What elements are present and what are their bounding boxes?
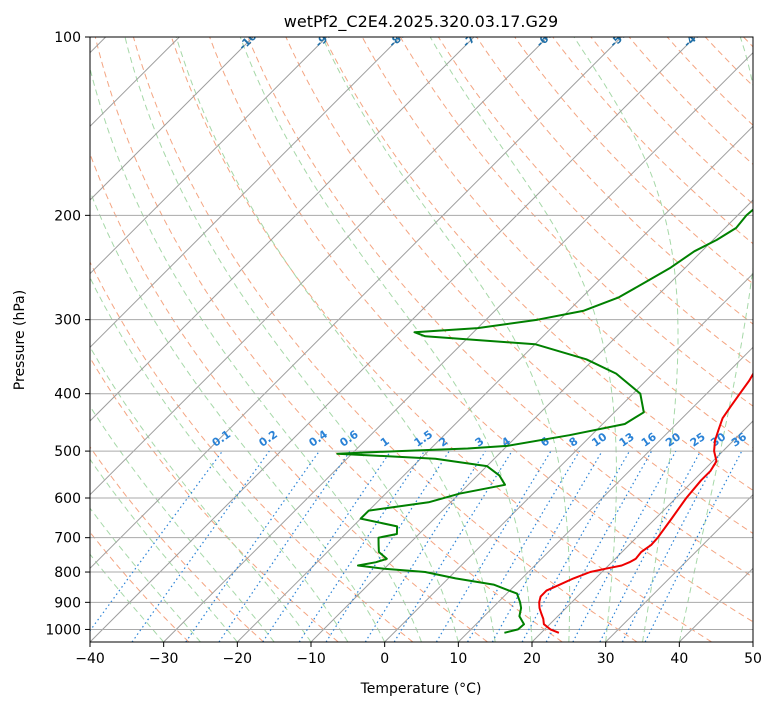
moist-adiabat-line (90, 458, 238, 642)
isotherm-line (384, 272, 753, 642)
x-tick-label: 20 (523, 651, 541, 667)
isotherm-line (605, 493, 753, 642)
isotherm-line (90, 37, 401, 349)
mixing-ratio-line (298, 450, 425, 642)
plot-background (90, 37, 753, 642)
moist-adiabat-line (573, 37, 679, 642)
isotherm-line (752, 641, 753, 642)
x-tick-label: −20 (223, 651, 253, 667)
isotherm-line (90, 37, 328, 275)
dry-adiabat-line (94, 37, 563, 642)
chart-title: wetPf2_C2E4.2025.320.03.17.G29 (284, 12, 558, 32)
isotherm-line (90, 37, 696, 642)
isotherm-line (90, 37, 254, 201)
mixing-ratio-line (572, 450, 677, 642)
dry-adiabat-line (285, 37, 753, 535)
x-tick-label: 40 (670, 651, 688, 667)
moist-adiabat-line (90, 405, 275, 642)
x-tick-label: −30 (149, 651, 179, 667)
dry-adiabat-line (90, 446, 264, 642)
moist-adiabat-line (175, 37, 496, 642)
background-lines (90, 37, 753, 642)
x-axis-label: Temperature (°C) (360, 681, 482, 697)
dry-adiabat-line (247, 37, 753, 578)
dry-adiabat-line (514, 37, 753, 285)
y-tick-label: 600 (54, 491, 81, 507)
x-tick-label: 0 (380, 651, 389, 667)
mixing-ratio-line (325, 450, 450, 642)
moist-adiabat-line (239, 37, 533, 642)
mixing-ratio-line (435, 450, 552, 642)
y-axis-label: Pressure (hPa) (12, 290, 28, 390)
moist-adiabat-line (678, 37, 753, 642)
dry-adiabat-line (209, 37, 753, 623)
plot-frame (89, 36, 754, 643)
isotherm-line (457, 346, 753, 642)
isotherm-line (236, 125, 753, 642)
moist-adiabat-line (90, 66, 422, 642)
moist-adiabat-line (90, 276, 349, 642)
mixing-ratio-line (393, 450, 513, 642)
isotherm-label: -30 (755, 27, 775, 50)
moist-adiabat-line (90, 507, 201, 642)
y-tick-label: 500 (54, 444, 81, 460)
isotherm-line (90, 37, 475, 422)
dry-adiabat-line (323, 37, 753, 491)
y-tick-label: 400 (54, 387, 81, 403)
y-tick-label: 100 (54, 30, 81, 46)
mixing-ratio-line (185, 450, 320, 642)
mixing-ratio-line (599, 450, 702, 642)
y-tick-label: 700 (54, 531, 81, 547)
moist-adiabat-line (90, 189, 386, 642)
isotherm-line (310, 199, 753, 642)
dry-adiabat-line (90, 260, 414, 642)
x-tick-label: −40 (75, 651, 105, 667)
mixing-ratio-line (262, 450, 392, 642)
dewpoint-profile (336, 208, 753, 634)
y-tick-label: 800 (54, 565, 81, 581)
y-tick-label: 900 (54, 595, 81, 611)
moist-adiabat-line (429, 37, 617, 642)
y-tick-label: 300 (54, 313, 81, 329)
isotherm-line (90, 37, 549, 496)
y-tick-label: 200 (54, 208, 81, 224)
dry-adiabat-line (132, 37, 638, 642)
y-axis: 100 200 300 400 500 600 700 800 900 1000 (45, 30, 90, 638)
moist-adiabat-line (321, 37, 571, 642)
profiles (336, 208, 753, 634)
isotherm-line (531, 420, 753, 642)
x-tick-label: 50 (744, 651, 762, 667)
x-tick-label: 10 (449, 651, 467, 667)
x-axis: −40 −30 −20 −10 0 10 20 30 40 50 (75, 642, 762, 667)
x-tick-label: −10 (296, 651, 326, 667)
moist-adiabat-line (90, 553, 165, 642)
isotherm-line (90, 37, 622, 570)
dry-adiabat-line (476, 37, 753, 325)
mixing-ratio-line (218, 450, 351, 642)
temperature-profile (538, 372, 753, 634)
mixing-ratio-line (364, 450, 486, 642)
y-tick-label: 1000 (45, 622, 81, 638)
moist-adiabat-line (124, 37, 459, 642)
mixing-ratio-line (466, 450, 580, 642)
x-tick-label: 30 (597, 651, 615, 667)
